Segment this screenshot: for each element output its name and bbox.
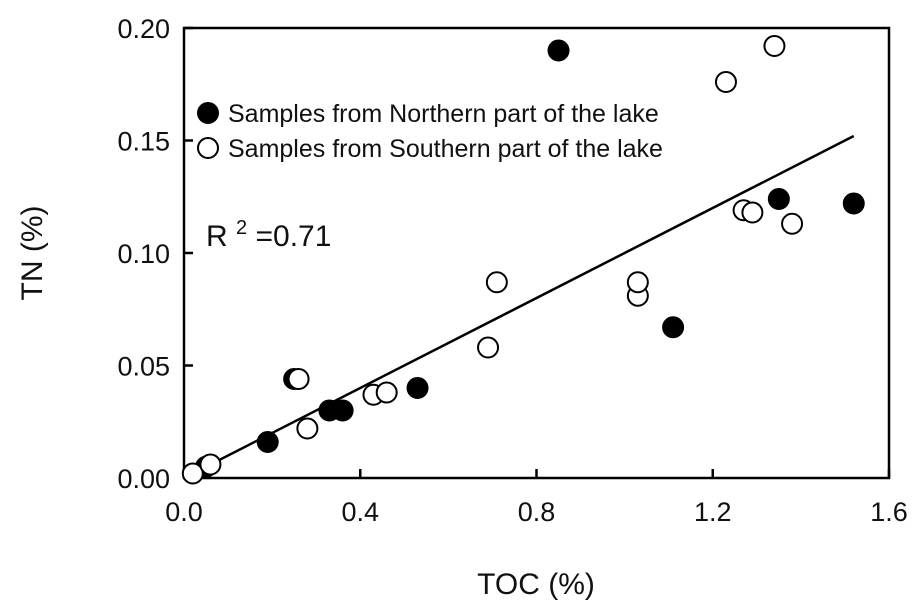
y-tick-label: 0.15 — [117, 127, 170, 157]
point-south — [199, 453, 222, 476]
x-axis-title: TOC (%) — [477, 568, 595, 601]
y-tick-label: 0.10 — [117, 239, 170, 269]
point-south — [485, 271, 508, 294]
regression-line — [183, 134, 855, 480]
legend-label-north: Samples from Northern part of the lake — [228, 100, 659, 128]
point-south — [763, 35, 786, 57]
point-north — [331, 399, 354, 422]
x-tick-label: 1.6 — [870, 497, 908, 527]
point-south — [477, 336, 500, 359]
point-north — [256, 431, 279, 453]
x-tick-label: 1.2 — [694, 497, 732, 527]
point-south — [741, 201, 764, 224]
point-south — [181, 462, 204, 485]
plot-area — [182, 26, 891, 480]
point-south — [714, 71, 737, 93]
point-north — [767, 188, 790, 210]
y-tick-label: 0.05 — [117, 352, 170, 382]
point-south — [375, 381, 398, 404]
r-squared-annotation: R 2 =0.71 — [206, 208, 331, 253]
legend-marker-south — [197, 137, 219, 159]
data-points — [181, 35, 865, 485]
x-axis: 0.0 0.4 0.8 1.2 1.6 — [165, 469, 908, 527]
r-squared-base: R — [206, 220, 228, 253]
point-north — [547, 39, 570, 62]
point-south — [626, 271, 649, 294]
r-squared-value: =0.71 — [255, 220, 331, 253]
point-south — [781, 212, 804, 235]
x-tick-label: 0.4 — [341, 497, 379, 527]
legend: Samples from Northern part of the lake S… — [197, 100, 663, 163]
x-tick-label: 0.0 — [165, 497, 203, 527]
r-squared-sup: 2 — [236, 217, 247, 239]
y-axis: 0.00 0.05 0.10 0.15 0.20 — [117, 14, 193, 494]
point-north — [662, 316, 685, 339]
point-north — [406, 377, 429, 399]
y-axis-title: TN (%) — [16, 206, 49, 301]
y-tick-label: 0.00 — [117, 464, 170, 494]
point-south — [287, 368, 310, 390]
point-north — [842, 192, 865, 215]
legend-marker-north — [197, 102, 219, 124]
y-tick-label: 0.20 — [117, 14, 170, 44]
legend-label-south: Samples from Southern part of the lake — [228, 135, 663, 163]
x-tick-label: 0.8 — [518, 497, 556, 527]
point-south — [296, 417, 319, 440]
